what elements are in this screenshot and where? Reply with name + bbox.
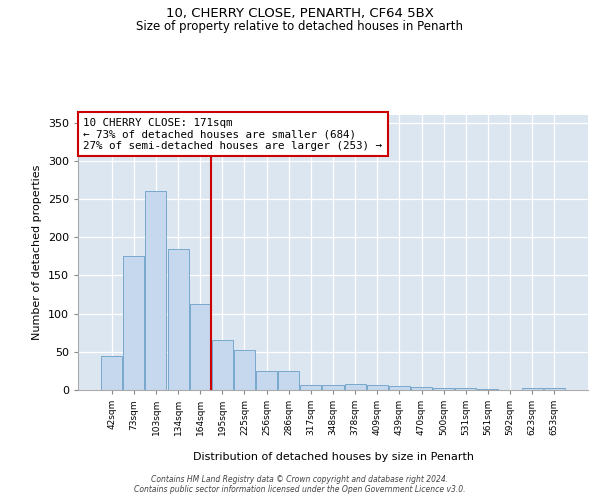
Bar: [367, 386, 388, 390]
Bar: [478, 389, 499, 390]
Bar: [521, 388, 542, 390]
Bar: [455, 388, 476, 390]
Bar: [278, 371, 299, 390]
Bar: [190, 304, 211, 390]
Bar: [389, 386, 410, 390]
Bar: [411, 387, 432, 390]
Bar: [544, 388, 565, 390]
Bar: [167, 248, 188, 390]
Bar: [256, 371, 277, 390]
Text: Distribution of detached houses by size in Penarth: Distribution of detached houses by size …: [193, 452, 473, 462]
Text: 10 CHERRY CLOSE: 171sqm
← 73% of detached houses are smaller (684)
27% of semi-d: 10 CHERRY CLOSE: 171sqm ← 73% of detache…: [83, 118, 382, 151]
Bar: [301, 384, 322, 390]
Bar: [124, 256, 145, 390]
Bar: [101, 356, 122, 390]
Bar: [433, 388, 454, 390]
Text: Contains HM Land Registry data © Crown copyright and database right 2024.
Contai: Contains HM Land Registry data © Crown c…: [134, 474, 466, 494]
Bar: [234, 350, 255, 390]
Bar: [344, 384, 365, 390]
Y-axis label: Number of detached properties: Number of detached properties: [32, 165, 42, 340]
Bar: [322, 386, 344, 390]
Bar: [212, 340, 233, 390]
Text: Size of property relative to detached houses in Penarth: Size of property relative to detached ho…: [137, 20, 464, 33]
Text: 10, CHERRY CLOSE, PENARTH, CF64 5BX: 10, CHERRY CLOSE, PENARTH, CF64 5BX: [166, 8, 434, 20]
Bar: [145, 192, 166, 390]
